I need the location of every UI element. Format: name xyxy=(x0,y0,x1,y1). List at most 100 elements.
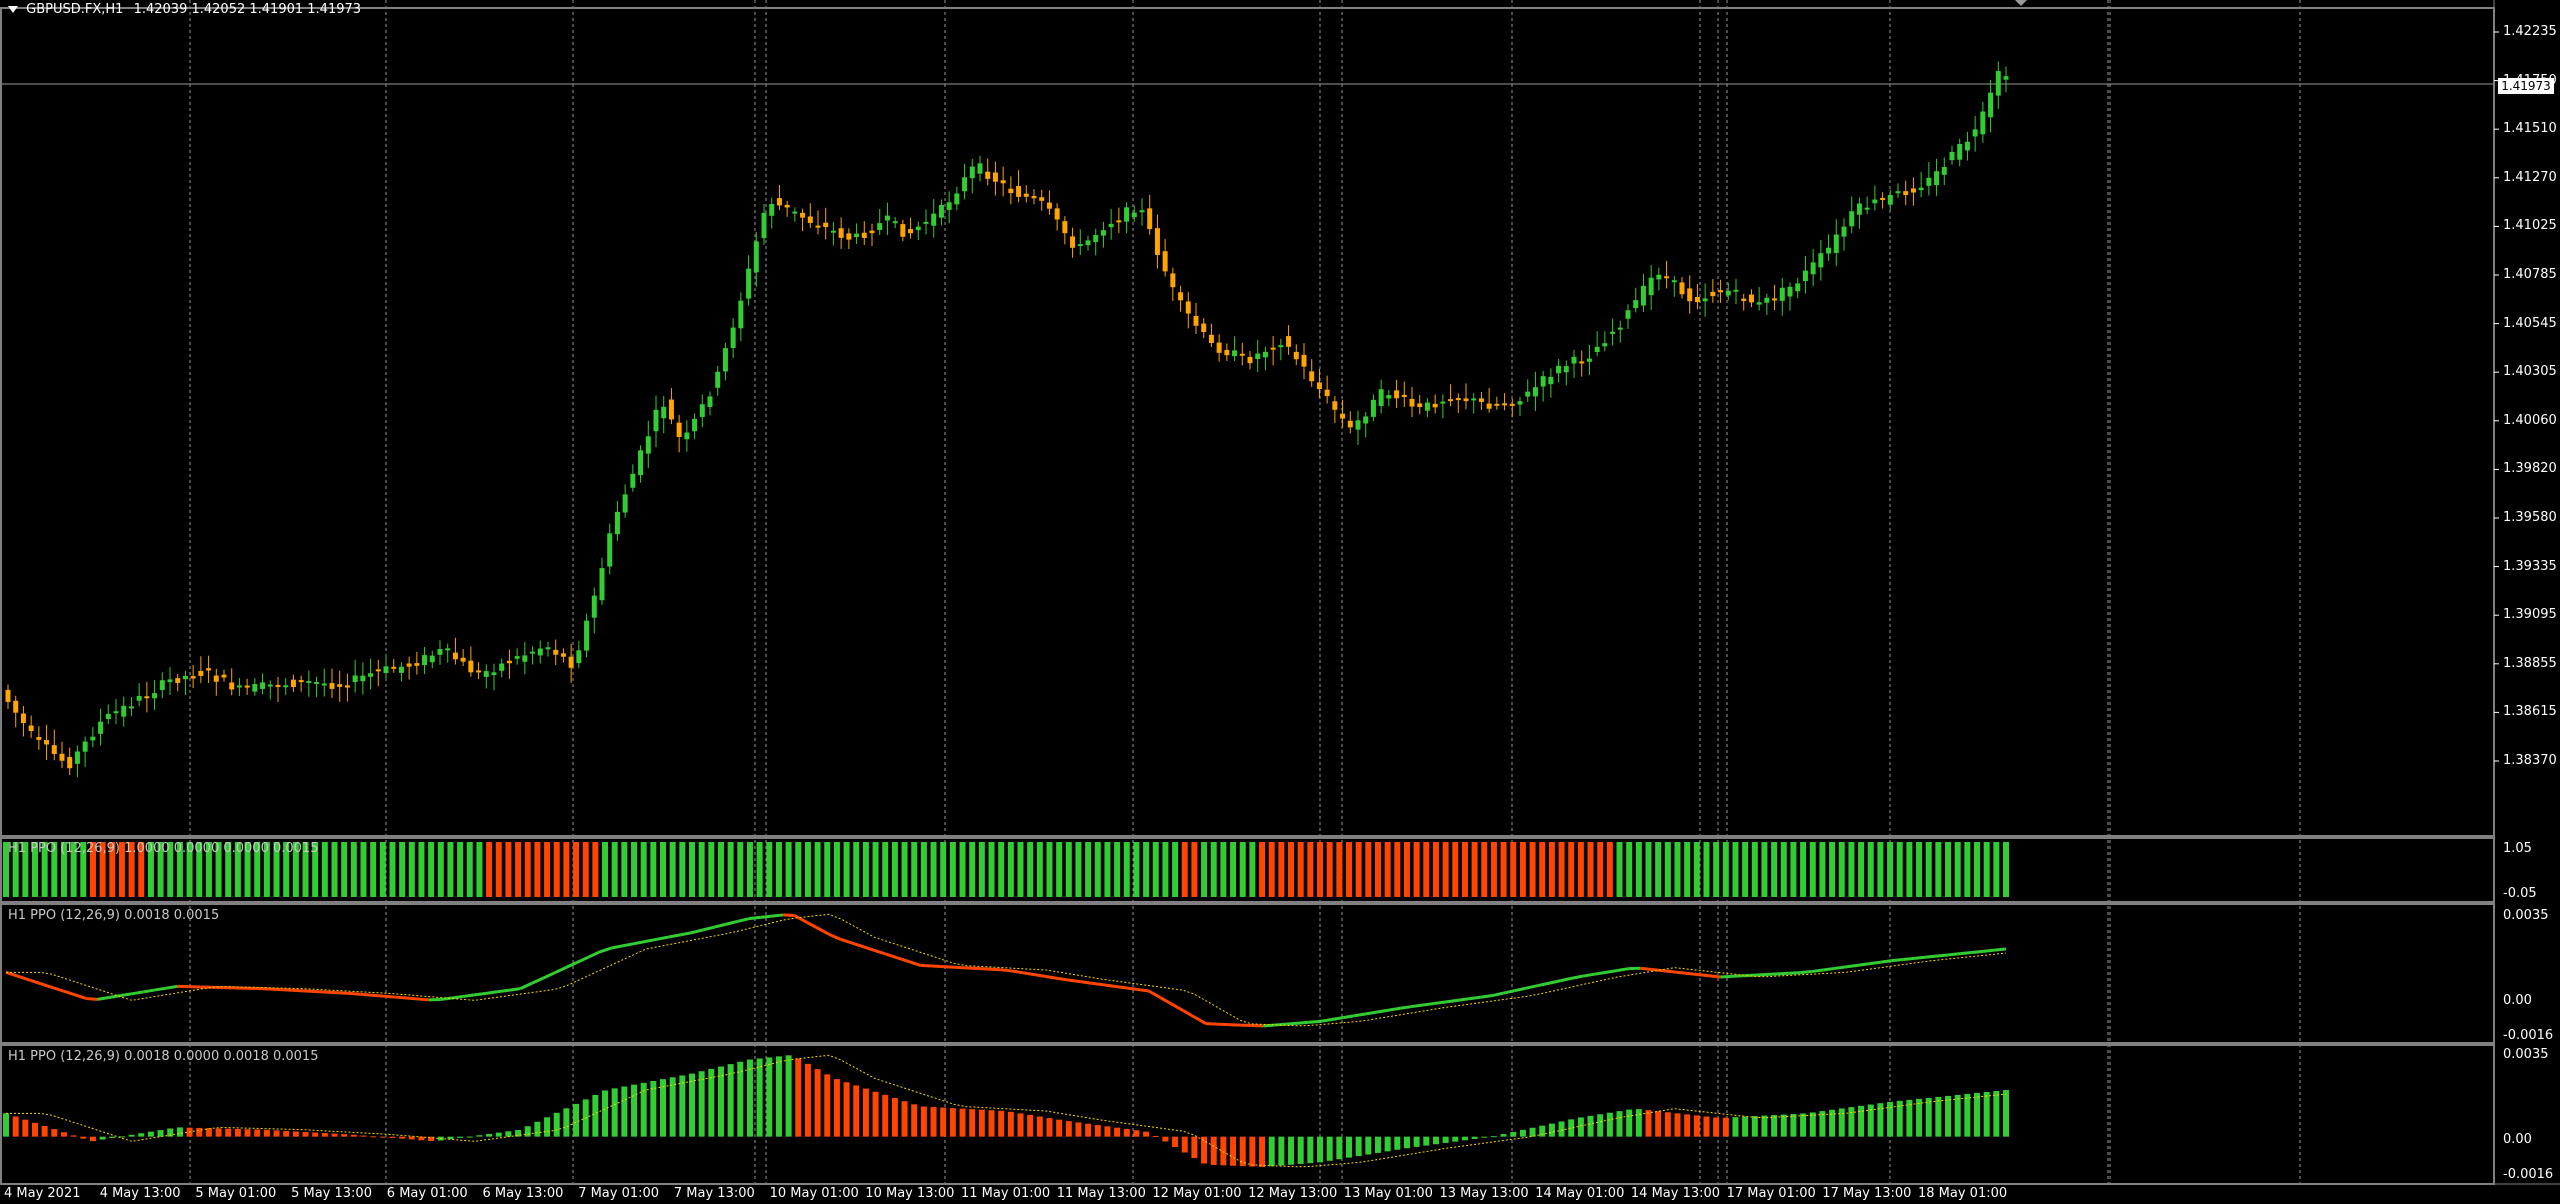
candle-body xyxy=(1100,230,1106,236)
candle-body xyxy=(476,670,482,673)
ppo-hist-bar xyxy=(215,1128,222,1137)
candle-body xyxy=(1185,301,1191,314)
ppo-color-bar xyxy=(911,842,918,897)
ppo-hist-bar xyxy=(486,1133,493,1137)
candle-body xyxy=(1964,141,1970,151)
candle-body xyxy=(1949,152,1955,161)
ppo-color-bar xyxy=(998,842,1005,897)
ppo-color-scale-bottom: -0.05 xyxy=(2503,886,2537,901)
ppo-color-bar xyxy=(1365,842,1372,897)
ppo-color-bar xyxy=(1809,842,1816,897)
dropdown-triangle-icon[interactable] xyxy=(8,6,18,13)
ppo-line-segment xyxy=(165,984,178,990)
ppo-line-segment xyxy=(576,955,590,964)
ppo-color-bar xyxy=(205,842,212,897)
candle-body xyxy=(1178,292,1184,301)
ppo-line-segment xyxy=(519,982,533,991)
candle-body xyxy=(460,657,466,662)
ppo-color-bar xyxy=(524,842,531,897)
candle-body xyxy=(1016,186,1022,197)
ppo-color-bar xyxy=(1655,842,1662,897)
ppo-hist-bar xyxy=(1471,1136,1478,1139)
ppo-color-bar xyxy=(1201,842,1208,897)
candle-body xyxy=(1856,203,1862,215)
candle-body xyxy=(1124,207,1130,222)
ppo-hist-bar xyxy=(1056,1119,1063,1137)
candle-body xyxy=(1594,346,1600,353)
candle-body xyxy=(1340,413,1346,419)
candle-body xyxy=(1131,212,1137,218)
candle-body xyxy=(1154,228,1160,255)
candle-body xyxy=(1286,336,1292,347)
candle-body xyxy=(1347,420,1353,428)
ppo-hist-bar xyxy=(814,1069,821,1137)
ppo-line-segment xyxy=(142,988,155,994)
candle-body xyxy=(105,713,111,720)
candle-body xyxy=(429,655,435,663)
candle-body xyxy=(1972,129,1978,137)
candle-body xyxy=(59,753,65,761)
ppo-line-segment xyxy=(1193,1015,1207,1025)
ppo-hist-bar xyxy=(688,1073,695,1137)
ppo-color-bar xyxy=(1568,842,1575,897)
ppo-line-segment xyxy=(714,922,727,929)
ppo-line-segment xyxy=(1902,956,1915,961)
ppo-hist-bar xyxy=(360,1135,367,1137)
ppo-line-segment xyxy=(760,914,772,919)
ppo-color-bar xyxy=(12,842,19,897)
candle-body xyxy=(121,705,127,717)
ppo-color-bar xyxy=(157,842,164,897)
ppo-hist-bar xyxy=(321,1133,328,1137)
ppo-hist-bar xyxy=(998,1110,1005,1137)
candle-body xyxy=(1478,398,1484,402)
ppo-hist-bar xyxy=(1983,1091,1990,1137)
ohlc-values: 1.42039 1.42052 1.41901 1.41973 xyxy=(133,2,362,17)
candle-body xyxy=(1239,353,1245,356)
candle-body xyxy=(1147,208,1153,230)
ppo-hist-scale-top: 0.0035 xyxy=(2503,1047,2549,1062)
ppo-color-bar xyxy=(1983,842,1990,897)
ppo-color-bar xyxy=(1210,842,1217,897)
ppo-line-segment xyxy=(611,944,624,950)
candle-body xyxy=(915,226,921,231)
candle-body xyxy=(5,689,11,702)
ppo-color-bar xyxy=(1432,842,1439,897)
ppo-hist-bar xyxy=(1577,1117,1584,1137)
candle-body xyxy=(1039,197,1045,201)
candle-body xyxy=(746,268,752,299)
candle-body xyxy=(260,682,266,689)
candle-body xyxy=(1417,403,1423,408)
ppo-line-segment xyxy=(97,996,110,1001)
candle-body xyxy=(375,669,381,672)
ppo-hist-bar xyxy=(1403,1136,1410,1149)
candle-body xyxy=(1872,199,1878,204)
candle-body xyxy=(1733,289,1739,292)
ppo-color-bar xyxy=(312,842,319,897)
ppo-color-bar xyxy=(804,842,811,897)
ppo-color-bar xyxy=(1403,842,1410,897)
ppo-color-bar xyxy=(833,842,840,897)
candle-body xyxy=(869,230,875,234)
ppo-color-bar xyxy=(1635,842,1642,897)
ppo-hist-bar xyxy=(1703,1116,1710,1137)
ppo-color-bar xyxy=(1075,842,1082,897)
ppo-hist-bar xyxy=(775,1056,782,1137)
ppo-line-segment xyxy=(668,933,681,939)
time-tick-label: 4 May 13:00 xyxy=(99,1186,181,1201)
candle-body xyxy=(36,736,42,740)
ppo-line-segment xyxy=(874,948,887,956)
candle-body xyxy=(1471,398,1477,401)
ppo-line-segment xyxy=(1971,949,1984,954)
ppo-color-bar xyxy=(51,842,58,897)
ppo-hist-bar xyxy=(1664,1112,1671,1137)
candle-body xyxy=(1702,298,1708,302)
ppo-color-bar xyxy=(31,842,38,897)
symbol-header[interactable]: GBPUSD.FX,H1 1.42039 1.42052 1.41901 1.4… xyxy=(8,2,361,18)
candle-body xyxy=(391,666,397,669)
ppo-hist-bar xyxy=(447,1136,454,1140)
ppo-line-segment xyxy=(371,993,384,998)
ppo-line-segment xyxy=(1148,989,1162,999)
ppo-line-segment xyxy=(954,965,967,970)
